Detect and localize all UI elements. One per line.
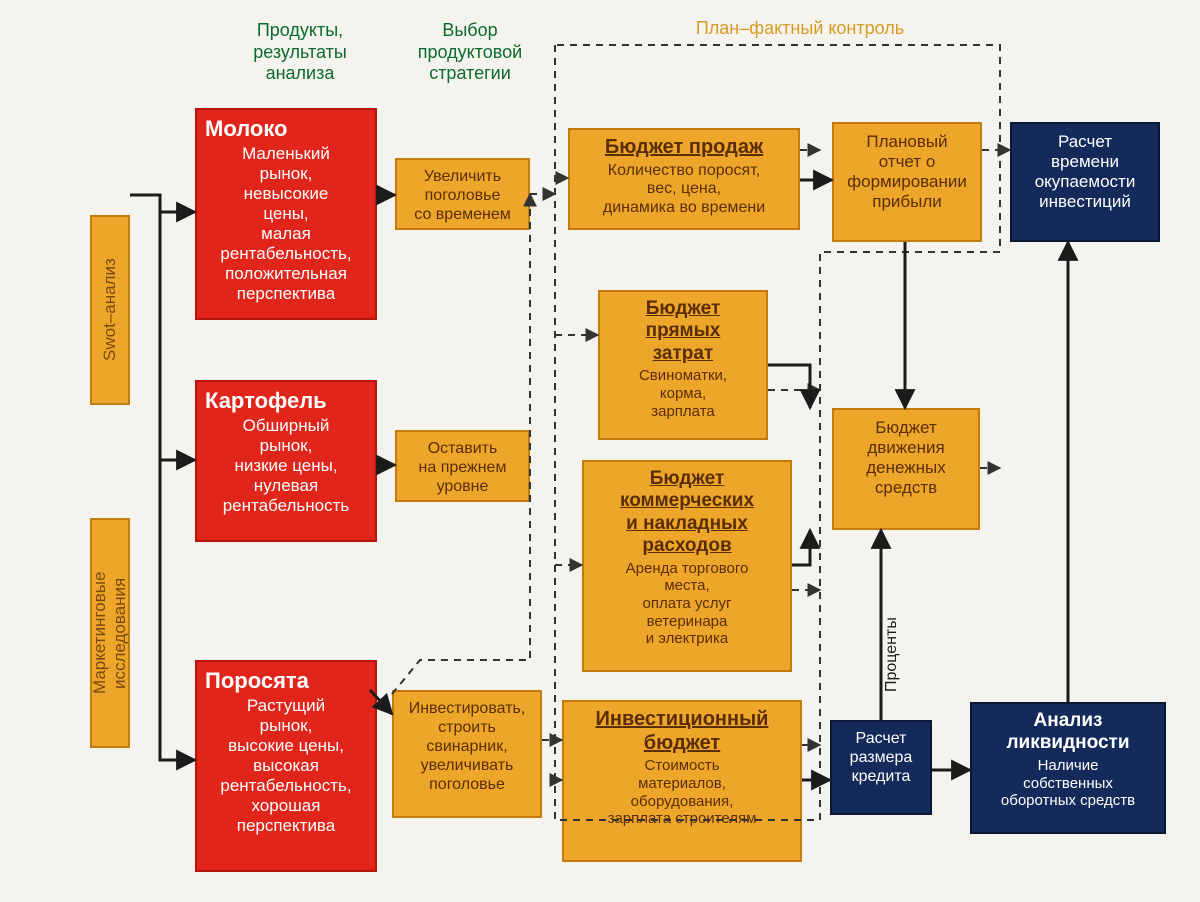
node-strat-potato-body: Оставить на прежнем уровне	[405, 440, 520, 497]
header-strategy: Выбор продуктовой стратегии	[395, 20, 545, 85]
node-potato-body: Обширный рынок, низкие цены, нулевая рен…	[205, 416, 367, 516]
node-strat-milk-body: Увеличить поголовье со временем	[405, 168, 520, 225]
node-milk-body: Маленький рынок, невысокие цены, малая р…	[205, 144, 367, 304]
node-b-invest-title: Инвестиционный бюджет	[572, 708, 792, 755]
node-credit-body: Расчет размера кредита	[840, 730, 922, 787]
node-potato: КартофельОбширный рынок, низкие цены, ну…	[195, 380, 377, 542]
node-strat-potato: Оставить на прежнем уровне	[395, 430, 530, 502]
node-liquidity-body: Наличие собственных оборотных средств	[980, 757, 1156, 810]
node-pigs-title: Поросята	[205, 668, 367, 694]
node-liquidity: Анализ ликвидностиНаличие собственных об…	[970, 702, 1166, 834]
node-pigs: ПоросятаРастущий рынок, высокие цены, вы…	[195, 660, 377, 872]
node-pigs-body: Растущий рынок, высокие цены, высокая ре…	[205, 696, 367, 836]
node-liquidity-title: Анализ ликвидности	[980, 710, 1156, 755]
node-b-sales-title: Бюджет продаж	[578, 136, 790, 160]
header-products-text: Продукты, результаты анализа	[253, 20, 347, 83]
node-profit-plan: Плановый отчет о формировании прибыли	[832, 122, 982, 242]
node-payback-body: Расчет времени окупаемости инвестиций	[1020, 132, 1150, 212]
header-strategy-text: Выбор продуктовой стратегии	[418, 20, 522, 83]
header-plan: План–фактный контроль	[620, 18, 980, 40]
side-swot-text: Swot–анализ	[100, 259, 120, 362]
header-products: Продукты, результаты анализа	[210, 20, 390, 85]
node-strat-pigs: Инвестировать, строить свинарник, увелич…	[392, 690, 542, 818]
node-b-comm-body: Аренда торгового места, оплата услуг вет…	[592, 560, 782, 648]
node-strat-milk: Увеличить поголовье со временем	[395, 158, 530, 230]
node-b-comm: Бюджет коммерческих и накладных расходов…	[582, 460, 792, 672]
node-b-direct-body: Свиноматки, корма, зарплата	[608, 367, 758, 420]
node-b-invest: Инвестиционный бюджетСтоимость материало…	[562, 700, 802, 862]
side-percent: Проценты	[882, 590, 910, 720]
header-plan-text: План–фактный контроль	[696, 18, 904, 38]
node-b-sales: Бюджет продажКоличество поросят, вес, це…	[568, 128, 800, 230]
side-marketing-text: Маркетинговые исследования	[90, 572, 130, 694]
side-swot: Swot–анализ	[90, 215, 130, 405]
node-b-direct-title: Бюджет прямых затрат	[608, 298, 758, 365]
node-payback: Расчет времени окупаемости инвестиций	[1010, 122, 1160, 242]
node-b-direct: Бюджет прямых затратСвиноматки, корма, з…	[598, 290, 768, 440]
side-marketing: Маркетинговые исследования	[90, 518, 130, 748]
node-cashflow-body: Бюджет движения денежных средств	[842, 418, 970, 498]
node-b-comm-title: Бюджет коммерческих и накладных расходов	[592, 468, 782, 558]
node-cashflow: Бюджет движения денежных средств	[832, 408, 980, 530]
node-b-invest-body: Стоимость материалов, оборудования, зарп…	[572, 757, 792, 828]
node-milk: МолокоМаленький рынок, невысокие цены, м…	[195, 108, 377, 320]
node-credit: Расчет размера кредита	[830, 720, 932, 815]
node-potato-title: Картофель	[205, 388, 367, 414]
side-percent-text: Проценты	[883, 618, 900, 693]
node-profit-plan-body: Плановый отчет о формировании прибыли	[842, 132, 972, 212]
node-strat-pigs-body: Инвестировать, строить свинарник, увелич…	[402, 700, 532, 794]
node-milk-title: Молоко	[205, 116, 367, 142]
node-b-sales-body: Количество поросят, вес, цена, динамика …	[578, 162, 790, 219]
